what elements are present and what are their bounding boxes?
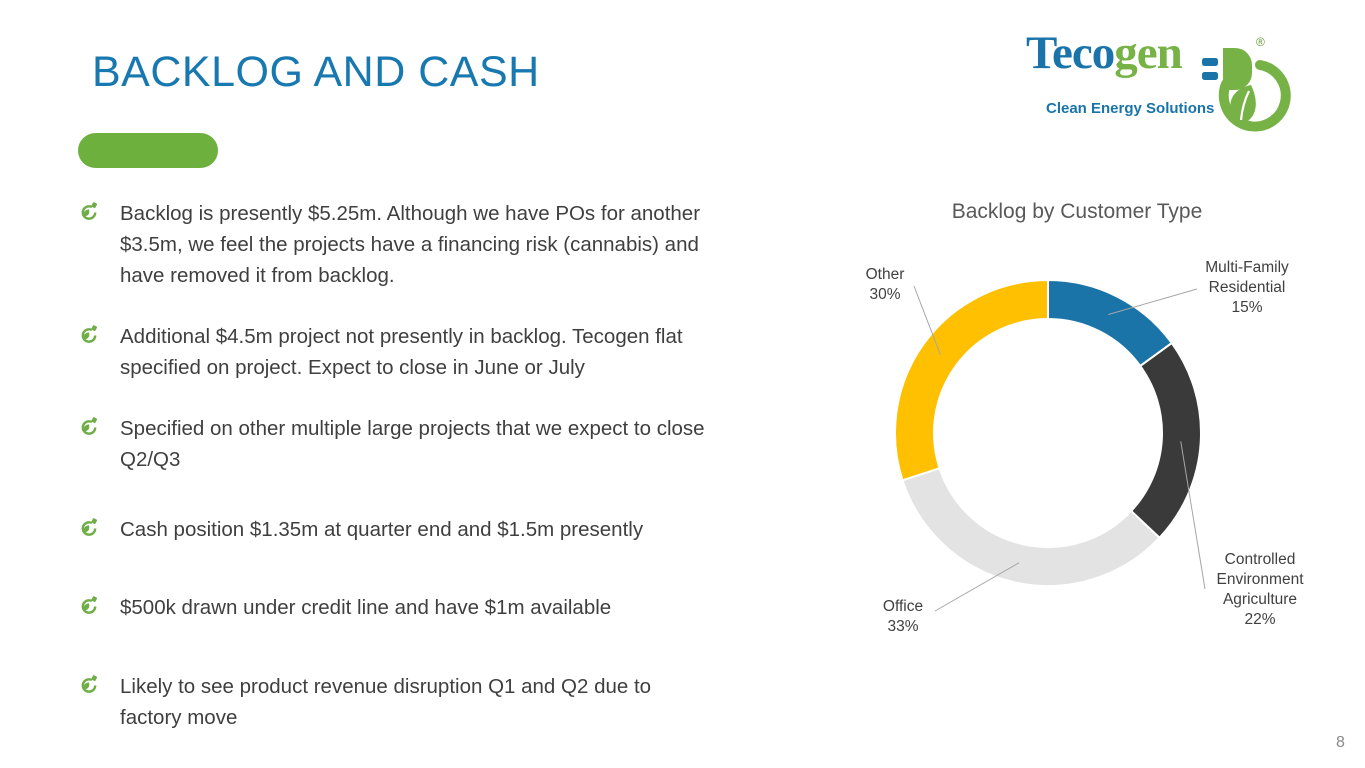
bullet-line: specified on project. Expect to close in… [120,356,585,379]
bullet-text: Additional $4.5m project not presently i… [120,321,825,383]
bullet-text: Specified on other multiple large projec… [120,413,825,475]
tecogen-swirl-bullet-icon [81,417,98,435]
tecogen-swirl-bullet-icon [81,596,98,614]
leader-line [913,285,941,356]
slide-title: BACKLOG AND CASH [92,48,540,96]
bullet-line: Cash position $1.35m at quarter end and … [120,518,644,541]
leader-line [1108,288,1198,315]
donut-slice-office [901,466,1161,587]
chart-title: Backlog by Customer Type [951,200,1203,223]
bullet-text: Likely to see product revenue disruption… [120,671,825,733]
svg-text:®: ® [1256,35,1265,49]
bullet-line: Specified on other multiple large projec… [120,417,705,440]
bullet-item-backlog: Backlog is presently $5.25m. Although we… [80,198,825,291]
leader-line [1180,441,1206,590]
logo-wordmark-gen: gen [1114,27,1182,79]
bullet-item-cash-position: Cash position $1.35m at quarter end and … [80,514,825,545]
plug-leaf-icon: ® [1202,35,1291,132]
logo-wordmark: Tecogen [1026,26,1183,80]
tecogen-logo: Tecogen ® Clean Energy Solutions [1026,27,1316,140]
bullet-line: Backlog is presently $5.25m. Although we… [120,202,701,225]
bullet-item-credit-line: $500k drawn under credit line and have $… [80,592,825,623]
bullet-item-specified-projects: Specified on other multiple large projec… [80,413,825,475]
pie-label-other: Other 30% [865,266,905,303]
bullet-text: Backlog is presently $5.25m. Although we… [120,198,825,291]
bullet-line: $3.5m, we feel the projects have a finan… [120,233,699,256]
pie-label-multi-family-residential: Multi-Family Residential 15% [1205,259,1289,316]
pie-label-controlled-environment-agriculture: Controlled Environment Agriculture 22% [1216,551,1304,628]
bullet-line: $500k drawn under credit line and have $… [120,596,612,619]
tecogen-swirl-bullet-icon [81,325,98,343]
tecogen-swirl-bullet-icon [81,202,98,220]
donut-slice-multi-family-residential [1047,278,1174,368]
logo-wordmark-teco: Teco [1026,27,1115,79]
bullet-text: $500k drawn under credit line and have $… [120,592,825,623]
bullet-item-additional-project: Additional $4.5m project not presently i… [80,321,825,383]
bullet-line: factory move [120,706,238,729]
donut-slice-controlled-environment-agriculture [1129,341,1202,540]
bullet-line: Likely to see product revenue disruption… [120,675,652,698]
donut-slice-other [894,278,1049,482]
bullet-item-revenue-disruption: Likely to see product revenue disruption… [80,671,825,733]
bullet-line: have removed it from backlog. [120,264,395,287]
bullet-line: Additional $4.5m project not presently i… [120,325,683,348]
bullet-text: Cash position $1.35m at quarter end and … [120,514,825,545]
title-accent-bar [78,133,218,168]
pie-label-office: Office 33% [882,598,924,635]
tecogen-swirl-bullet-icon [81,518,98,536]
leader-line [934,562,1020,612]
bullet-line: Q2/Q3 [120,448,181,471]
logo-tagline: Clean Energy Solutions [1046,100,1215,117]
page-number: 8 [1336,734,1345,751]
tecogen-swirl-bullet-icon [81,675,98,693]
